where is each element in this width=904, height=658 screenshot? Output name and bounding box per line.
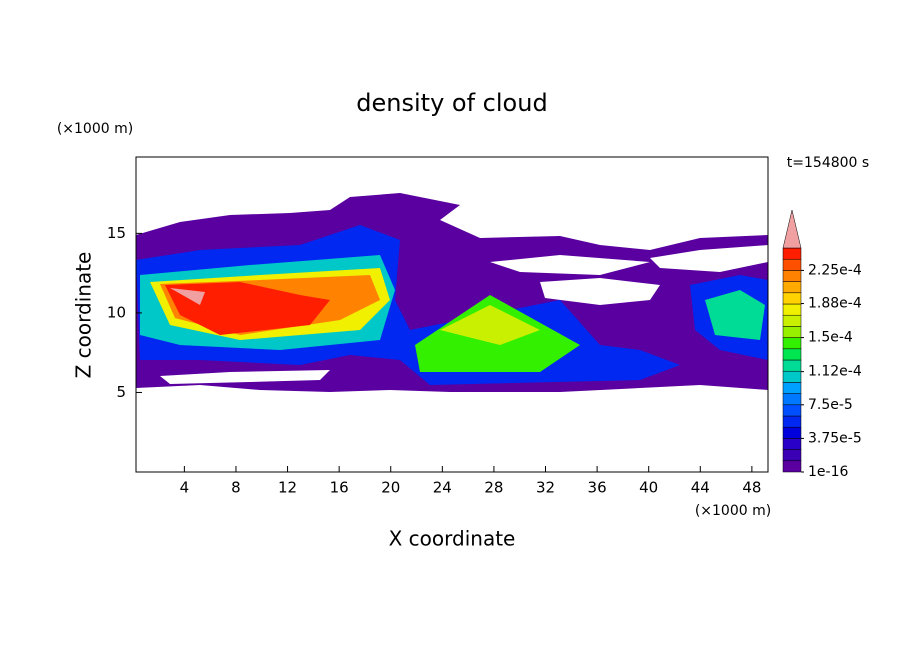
x-tick-label: 20 xyxy=(381,479,400,497)
colorbar-band xyxy=(782,303,802,316)
contour-hole xyxy=(160,370,330,384)
contour-hole xyxy=(490,255,650,275)
colorbar-label: 3.75e-5 xyxy=(808,430,862,446)
colorbar-label: 7.5e-5 xyxy=(808,397,853,413)
x-tick-label: 48 xyxy=(742,479,761,497)
colorbar-label: 2.25e-4 xyxy=(808,262,862,278)
x-tick-label: 12 xyxy=(278,479,297,497)
colorbar-band xyxy=(782,326,802,338)
colorbar-band xyxy=(782,460,802,473)
contour-hole xyxy=(650,245,768,272)
colorbar-band xyxy=(782,281,802,294)
contour-region xyxy=(705,290,765,340)
colorbar-band xyxy=(782,337,802,350)
x-unit: (×1000 m) xyxy=(695,503,771,519)
chart-title: density of cloud xyxy=(356,89,547,117)
colorbar-band xyxy=(782,404,802,417)
colorbar-band xyxy=(782,258,802,271)
colorbar-band xyxy=(782,359,802,372)
x-tick-label: 8 xyxy=(231,479,241,497)
colorbar-band xyxy=(782,348,802,361)
colorbar-band xyxy=(782,415,802,428)
colorbar-label: 1.5e-4 xyxy=(808,330,853,346)
contour-region xyxy=(440,305,540,345)
colorbar-band xyxy=(782,292,802,305)
colorbar-label: 1.12e-4 xyxy=(808,364,862,380)
y-unit: (×1000 m) xyxy=(57,121,133,137)
x-tick-label: 36 xyxy=(588,479,607,497)
contour-region xyxy=(170,288,205,305)
colorbar-label: 1.88e-4 xyxy=(808,296,862,312)
contour-region xyxy=(165,282,330,335)
y-tick-label: 15 xyxy=(107,224,126,242)
colorbar-band xyxy=(782,449,802,462)
x-tick-label: 32 xyxy=(536,479,555,497)
x-axis-label: X coordinate xyxy=(389,527,516,551)
y-tick-label: 5 xyxy=(116,383,126,401)
colorbar-band xyxy=(782,314,802,327)
x-tick-label: 44 xyxy=(691,479,710,497)
colorbar-band xyxy=(782,370,802,383)
colorbar-band xyxy=(782,382,802,394)
colorbar-band xyxy=(782,270,802,282)
colorbar-band xyxy=(782,247,802,260)
x-tick-label: 40 xyxy=(639,479,658,497)
y-tick-label: 10 xyxy=(107,303,126,321)
y-axis-label: Z coordinate xyxy=(72,252,96,379)
colorbar-band xyxy=(782,393,802,406)
x-tick-label: 24 xyxy=(433,479,452,497)
time-label: t=154800 s xyxy=(787,155,869,171)
x-tick-label: 28 xyxy=(484,479,503,497)
plot-frame xyxy=(135,156,769,473)
contour-field xyxy=(136,193,768,392)
contour-hole xyxy=(540,278,660,305)
x-tick-label: 16 xyxy=(330,479,349,497)
colorbar-overflow xyxy=(782,209,802,249)
colorbar-band xyxy=(782,426,802,439)
colorbar-band xyxy=(782,438,802,450)
colorbar-label: 1e-16 xyxy=(808,464,848,480)
x-tick-label: 4 xyxy=(180,479,190,497)
